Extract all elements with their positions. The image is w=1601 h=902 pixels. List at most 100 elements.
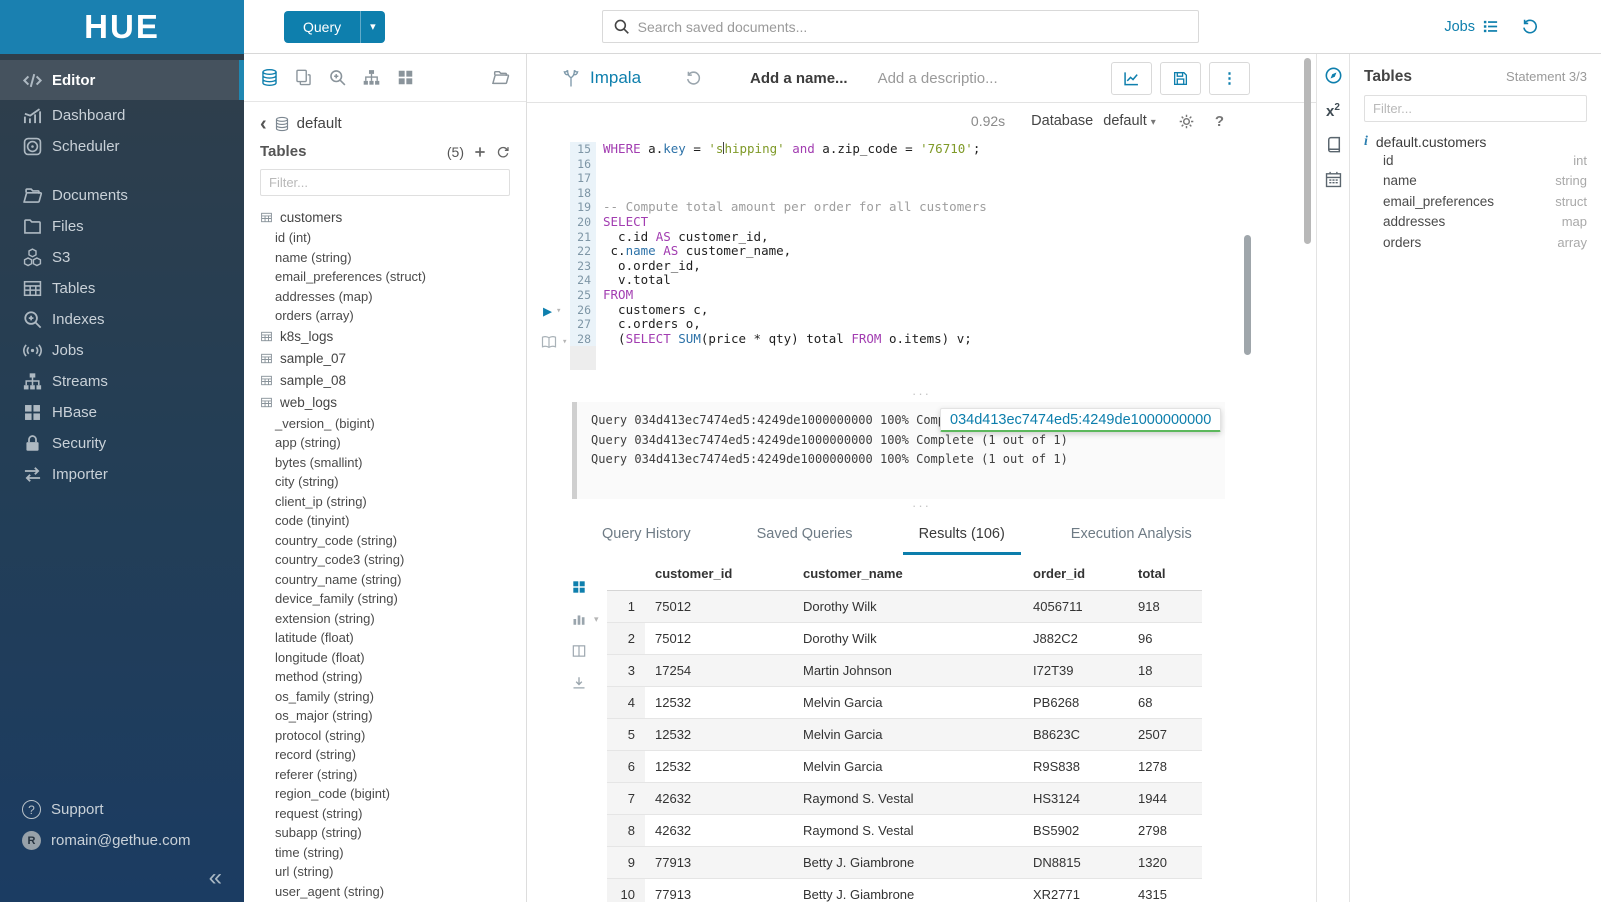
column-header[interactable]: total: [1128, 557, 1202, 591]
right-filter-input[interactable]: [1364, 95, 1587, 122]
column-tree-item[interactable]: name (string): [275, 249, 352, 265]
tables-filter-input[interactable]: [260, 169, 510, 196]
table-tree-item[interactable]: web_logs: [260, 392, 510, 414]
database-name[interactable]: default: [296, 115, 342, 132]
sidebar-item-dashboard[interactable]: Dashboard: [0, 100, 244, 131]
chart-view-button[interactable]: ▾: [571, 611, 601, 627]
save-button[interactable]: [1160, 61, 1201, 95]
column-header[interactable]: order_id: [1023, 557, 1128, 591]
sidebar-item-editor[interactable]: Editor: [0, 60, 244, 100]
sidebar-collapse-button[interactable]: «: [208, 864, 222, 891]
column-tree-item[interactable]: url (string): [275, 864, 334, 880]
sidebar-item-hbase[interactable]: HBase: [0, 397, 244, 428]
tab-saved-queries[interactable]: Saved Queries: [756, 526, 853, 542]
table-row[interactable]: 6 12532 Melvin Garcia R9S838 1278: [607, 750, 1202, 783]
table-tree-item[interactable]: sample_08: [260, 370, 510, 392]
column-tree-item[interactable]: code (tinyint): [275, 513, 350, 529]
column-tree-item[interactable]: country_code (string): [275, 532, 398, 548]
table-row[interactable]: 8 42632 Raymond S. Vestal BS5902 2798: [607, 814, 1202, 847]
table-row[interactable]: 5 12532 Melvin Garcia B8623C 2507: [607, 718, 1202, 751]
column-tree-item[interactable]: protocol (string): [275, 727, 366, 743]
global-search[interactable]: [601, 10, 1199, 43]
documents-copy-icon[interactable]: [294, 68, 313, 87]
query-button-label[interactable]: Query: [284, 10, 361, 43]
folder-open-icon[interactable]: [491, 68, 510, 87]
sidebar-item-tables[interactable]: Tables: [0, 273, 244, 304]
right-column-row[interactable]: orders array: [1383, 232, 1587, 253]
sidebar-item-jobs[interactable]: Jobs: [0, 335, 244, 366]
sidebar-item-security[interactable]: Security: [0, 428, 244, 459]
column-tree-item[interactable]: os_major (string): [275, 708, 373, 724]
right-column-row[interactable]: email_preferences struct: [1383, 191, 1587, 212]
magnifier-plus-icon[interactable]: [328, 68, 347, 87]
gear-icon[interactable]: [1178, 113, 1195, 130]
refresh-icon[interactable]: [496, 145, 510, 159]
right-column-row[interactable]: id int: [1383, 150, 1587, 171]
log-resize-handle[interactable]: ···: [912, 386, 931, 401]
column-tree-item[interactable]: method (string): [275, 669, 363, 685]
sidebar-item-files[interactable]: Files: [0, 211, 244, 242]
column-tree-item[interactable]: orders (array): [275, 308, 354, 324]
grid-icon[interactable]: [396, 68, 415, 87]
column-tree-item[interactable]: user_agent (string): [275, 883, 385, 899]
table-tree-item[interactable]: k8s_logs: [260, 326, 510, 348]
column-tree-item[interactable]: longitude (float): [275, 649, 365, 665]
query-history-icon[interactable]: [685, 70, 702, 87]
sidebar-item-streams[interactable]: Streams: [0, 366, 244, 397]
column-tree-item[interactable]: bytes (smallint): [275, 454, 363, 470]
database-icon[interactable]: [260, 68, 279, 87]
query-description-field[interactable]: Add a descriptio...: [877, 69, 998, 87]
column-tree-item[interactable]: city (string): [275, 474, 339, 490]
grid-view-button[interactable]: [571, 579, 601, 595]
add-table-icon[interactable]: [473, 145, 487, 159]
compass-icon[interactable]: [1324, 66, 1343, 85]
right-column-row[interactable]: addresses map: [1383, 212, 1587, 233]
column-tree-item[interactable]: referer (string): [275, 766, 358, 782]
sidebar-item-indexes[interactable]: Indexes: [0, 304, 244, 335]
calendar-icon[interactable]: [1324, 170, 1343, 189]
column-tree-item[interactable]: device_family (string): [275, 591, 398, 607]
table-row[interactable]: 4 12532 Melvin Garcia PB6268 68: [607, 686, 1202, 719]
download-button[interactable]: [571, 675, 601, 691]
column-header[interactable]: customer_id: [645, 557, 793, 591]
editor-help-icon[interactable]: ?: [1214, 112, 1224, 130]
table-row[interactable]: 1 75012 Dorothy Wilk 4056711 918: [607, 590, 1202, 623]
book-icon[interactable]: [1324, 135, 1343, 154]
more-actions-button[interactable]: ⋮: [1209, 61, 1250, 95]
tab-results-106-[interactable]: Results (106): [902, 517, 1021, 555]
active-table-row[interactable]: i default.customers: [1364, 134, 1587, 150]
editor-scrollbar[interactable]: [1244, 235, 1251, 355]
right-column-row[interactable]: name string: [1383, 171, 1587, 192]
tab-query-history[interactable]: Query History: [602, 526, 691, 542]
query-name-field[interactable]: Add a name...: [750, 69, 848, 87]
execute-button[interactable]: ▶ ▾: [543, 302, 561, 320]
table-tree-item[interactable]: sample_07: [260, 348, 510, 370]
column-tree-item[interactable]: extension (string): [275, 610, 375, 626]
table-row[interactable]: 9 77913 Betty J. Giambrone DN8815 1320: [607, 846, 1202, 879]
sidebar-item-importer[interactable]: Importer: [0, 459, 244, 490]
column-tree-item[interactable]: time (string): [275, 844, 344, 860]
table-row[interactable]: 7 42632 Raymond S. Vestal HS3124 1944: [607, 782, 1202, 815]
back-chevron-icon[interactable]: ‹: [260, 112, 267, 135]
sidebar-item-support[interactable]: ? Support: [0, 794, 244, 825]
engine-name[interactable]: Impala: [590, 68, 642, 87]
columns-button[interactable]: [571, 643, 601, 659]
column-header[interactable]: customer_name: [793, 557, 1023, 591]
sidebar-item-s3[interactable]: S3: [0, 242, 244, 273]
column-tree-item[interactable]: region_code (bigint): [275, 786, 390, 802]
column-tree-item[interactable]: subapp (string): [275, 825, 362, 841]
database-select[interactable]: default ▾: [1103, 113, 1156, 129]
column-tree-item[interactable]: latitude (float): [275, 630, 354, 646]
column-tree-item[interactable]: country_code3 (string): [275, 552, 405, 568]
query-dropdown-caret-icon[interactable]: ▾: [360, 10, 385, 43]
functions-icon[interactable]: x2: [1326, 102, 1340, 120]
sidebar-item-documents[interactable]: Documents: [0, 180, 244, 211]
column-tree-item[interactable]: email_preferences (struct): [275, 269, 426, 285]
tab-execution-analysis[interactable]: Execution Analysis: [1070, 526, 1192, 542]
table-row[interactable]: 10 77913 Betty J. Giambrone XR2771 4315: [607, 878, 1202, 902]
results-resize-handle[interactable]: ···: [912, 498, 931, 513]
sitemap-icon[interactable]: [362, 68, 381, 87]
column-tree-item[interactable]: request (string): [275, 805, 363, 821]
column-tree-item[interactable]: id (int): [275, 230, 312, 246]
jobs-link[interactable]: Jobs: [1444, 18, 1499, 35]
